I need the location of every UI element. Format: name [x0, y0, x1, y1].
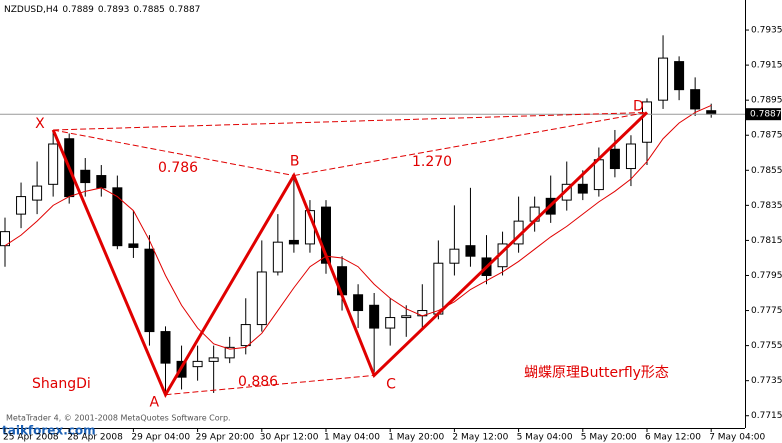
candle-body	[433, 262, 444, 315]
candle-body	[256, 271, 267, 326]
candle-body	[144, 248, 155, 333]
pattern-ratio-line	[165, 374, 375, 396]
y-tick-label: 0.7935	[751, 26, 782, 36]
pattern-point-label: X	[35, 116, 45, 132]
candle-body	[128, 243, 139, 248]
x-tick-label: 25 Apr 2008	[3, 433, 59, 443]
candle-body	[80, 169, 91, 184]
pattern-ratio-line	[53, 129, 294, 177]
pattern-ratio-label: 1.270	[412, 154, 452, 170]
y-tick-label: 0.7835	[751, 201, 782, 211]
candle-body	[272, 241, 283, 273]
candle-body	[385, 317, 396, 329]
candle-body	[658, 57, 669, 101]
high-value: 0.7893	[98, 5, 130, 15]
candle-body	[449, 248, 460, 264]
candle-body	[609, 148, 620, 170]
close-value: 0.7887	[169, 5, 201, 15]
candle-body	[593, 159, 604, 191]
x-tick-label: 29 Apr 04:00	[131, 433, 190, 443]
candle-body	[465, 245, 476, 257]
candle-body	[577, 183, 588, 194]
candle-body	[674, 61, 685, 91]
y-tick-label: 0.7735	[751, 376, 782, 386]
candle-body	[96, 175, 107, 189]
candle-body	[642, 101, 652, 143]
x-tick-label: 29 Apr 20:00	[196, 433, 255, 443]
candle-body	[48, 143, 59, 185]
low-value: 0.7885	[133, 5, 165, 15]
candle-body	[288, 239, 299, 245]
candle-body	[706, 110, 717, 115]
x-tick-label: 1 May 04:00	[324, 433, 380, 443]
candle-body	[690, 89, 701, 110]
pattern-ratio-label: 0.886	[238, 374, 278, 390]
y-tick-label: 0.7775	[751, 306, 782, 316]
candle-body	[32, 185, 43, 201]
candle-body	[192, 360, 203, 368]
symbol: NZDUSD,H4	[4, 5, 59, 15]
current-price-box	[746, 108, 781, 121]
pattern-point-label: C	[386, 376, 396, 392]
x-tick-label: 28 Apr 2008	[67, 433, 123, 443]
current-price-label: 0.7887	[750, 110, 782, 120]
x-tick-label: 30 Apr 12:00	[260, 433, 319, 443]
y-tick-label: 0.7715	[751, 411, 782, 421]
annotation: ShangDi	[32, 376, 91, 392]
x-tick-label: 1 May 20:00	[388, 433, 444, 443]
candle-body	[401, 315, 412, 319]
moving-average	[4, 104, 712, 350]
candle-body	[160, 331, 171, 364]
x-tick-label: 7 May 04:00	[709, 433, 765, 443]
x-tick-label: 5 May 20:00	[581, 433, 637, 443]
pattern-ratio-line	[293, 111, 648, 177]
pattern-point-label: A	[150, 395, 160, 411]
candle-body	[112, 187, 123, 247]
pattern-ratio-label: 0.786	[158, 160, 198, 176]
watermark: MetaTrader 4, © 2001-2008 MetaQuotes Sof…	[6, 414, 231, 423]
y-tick-label: 0.7815	[751, 236, 782, 246]
pattern-point-label: D	[633, 98, 644, 114]
header: NZDUSD,H4 0.7889 0.7893 0.7885 0.7887	[4, 5, 200, 15]
candle-body	[353, 294, 364, 312]
annotation: 蝴蝶原理Butterfly形态	[524, 365, 669, 381]
candle-body	[224, 346, 235, 359]
pattern-point-label: B	[290, 154, 300, 170]
y-tick-label: 0.7895	[751, 96, 782, 106]
y-tick-label: 0.7855	[751, 166, 782, 176]
x-tick-label: 2 May 12:00	[452, 433, 508, 443]
candle-body	[208, 357, 219, 362]
site-logo: taikforex.com	[2, 424, 96, 438]
y-tick-label: 0.7875	[751, 131, 782, 141]
x-tick-label: 6 May 12:00	[645, 433, 701, 443]
x-tick-label: 5 May 04:00	[517, 433, 573, 443]
candle-body	[321, 206, 331, 264]
candle-body	[240, 324, 251, 347]
candle-body	[16, 196, 27, 215]
y-tick-label: 0.7795	[751, 271, 782, 281]
candle-body	[369, 304, 380, 329]
y-tick-label: 0.7915	[751, 61, 782, 71]
candle-body	[625, 143, 636, 170]
y-tick-label: 0.7755	[751, 341, 782, 351]
pattern-ratio-line	[53, 111, 648, 131]
open-value: 0.7889	[62, 5, 94, 15]
